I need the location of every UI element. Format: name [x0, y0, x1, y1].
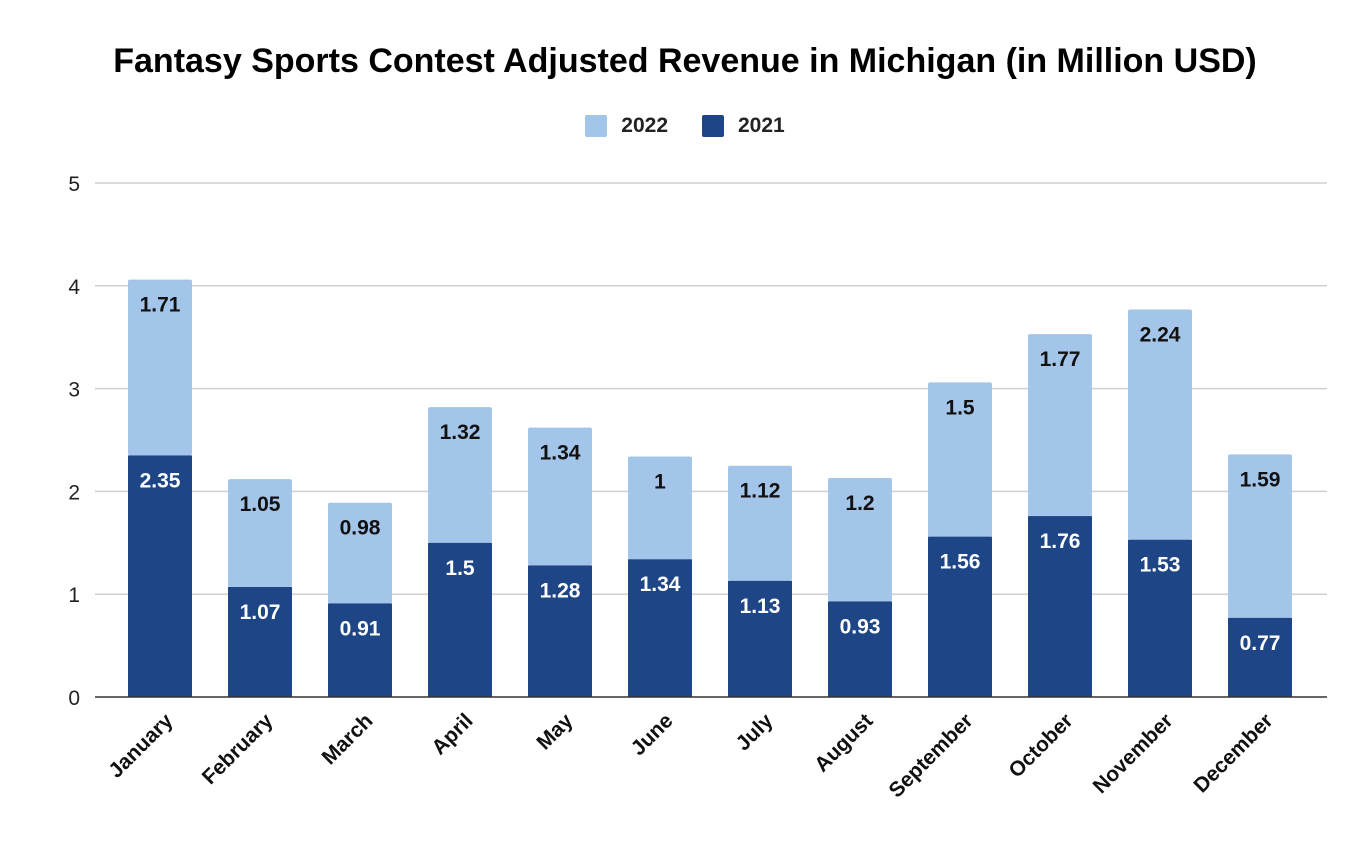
bar-2022-april[interactable]	[428, 407, 492, 543]
bar-2021-february[interactable]	[228, 587, 292, 697]
data-label-2022-february: 1.05	[240, 493, 281, 516]
legend-label-2022: 2022	[621, 114, 668, 137]
bar-2022-september[interactable]	[928, 382, 992, 537]
legend-swatch-2022	[585, 115, 608, 137]
x-tick-label-november: November	[1089, 709, 1178, 798]
bar-2022-october[interactable]	[1028, 334, 1092, 517]
x-tick-label-february: February	[198, 709, 278, 789]
legend-item-2021[interactable]: 2021	[702, 114, 785, 138]
data-label-2022-april: 1.32	[440, 421, 481, 444]
bar-2021-november[interactable]	[1128, 539, 1192, 697]
bar-2022-august[interactable]	[828, 478, 892, 602]
data-label-2022-march: 0.98	[340, 517, 381, 540]
data-label-2022-january: 1.71	[140, 294, 181, 317]
bar-2022-january[interactable]	[128, 279, 192, 456]
y-tick-label-4: 4	[68, 276, 80, 299]
bar-2022-february[interactable]	[228, 479, 292, 588]
bar-2021-april[interactable]	[428, 542, 492, 697]
data-label-2022-june: 1	[654, 470, 666, 493]
data-label-2021-march: 0.91	[340, 617, 381, 640]
bar-2022-june[interactable]	[628, 456, 692, 560]
x-tick-label-april: April	[427, 709, 477, 759]
legend-item-2022[interactable]: 2022	[585, 114, 668, 138]
bar-2021-july[interactable]	[728, 580, 792, 697]
bar-2022-november[interactable]	[1128, 309, 1192, 540]
bar-2022-march[interactable]	[328, 502, 392, 604]
data-label-2022-may: 1.34	[540, 442, 581, 465]
bar-2021-january[interactable]	[128, 455, 192, 697]
data-label-2022-august: 1.2	[845, 492, 874, 515]
x-tick-label-march: March	[318, 709, 378, 769]
data-label-2022-october: 1.77	[1040, 348, 1081, 371]
legend-swatch-2021	[702, 115, 724, 137]
data-label-2021-august: 0.93	[840, 615, 881, 638]
y-tick-label-2: 2	[68, 481, 80, 504]
x-tick-label-july: July	[732, 709, 778, 755]
x-tick-label-may: May	[532, 709, 577, 754]
data-label-2021-may: 1.28	[540, 579, 581, 602]
data-label-2022-september: 1.5	[945, 396, 975, 419]
legend-label-2021: 2021	[738, 114, 785, 137]
chart-title: Fantasy Sports Contest Adjusted Revenue …	[113, 42, 1257, 80]
bar-2021-september[interactable]	[928, 536, 992, 697]
data-label-2021-july: 1.13	[740, 595, 781, 618]
data-label-2021-june: 1.34	[640, 573, 681, 596]
y-tick-label-5: 5	[68, 173, 80, 196]
y-tick-label-3: 3	[68, 379, 80, 402]
y-tick-label-0: 0	[68, 687, 80, 710]
x-tick-label-september: September	[885, 709, 978, 802]
x-tick-label-june: June	[627, 709, 678, 760]
bar-2021-october[interactable]	[1028, 516, 1092, 697]
data-label-2021-february: 1.07	[240, 601, 281, 624]
x-tick-label-august: August	[810, 709, 877, 776]
data-label-2021-september: 1.56	[940, 551, 981, 574]
bar-2022-december[interactable]	[1228, 454, 1292, 618]
bar-2022-july[interactable]	[728, 465, 792, 581]
data-label-2022-december: 1.59	[1240, 468, 1281, 491]
x-tick-label-october: October	[1004, 709, 1077, 782]
bar-2021-march[interactable]	[328, 603, 392, 697]
data-label-2021-december: 0.77	[1240, 632, 1281, 655]
bar-2021-june[interactable]	[628, 559, 692, 697]
data-label-2021-october: 1.76	[1040, 530, 1081, 553]
data-label-2021-april: 1.5	[445, 557, 475, 580]
x-tick-label-january: January	[104, 709, 177, 782]
x-tick-label-december: December	[1189, 709, 1277, 797]
y-tick-label-1: 1	[68, 584, 80, 607]
data-label-2021-january: 2.35	[140, 469, 181, 492]
bar-2021-may[interactable]	[528, 565, 592, 697]
bar-2022-may[interactable]	[528, 427, 592, 566]
bar-2021-august[interactable]	[828, 601, 892, 697]
bar-2021-december[interactable]	[1228, 617, 1292, 697]
data-label-2022-november: 2.24	[1140, 323, 1181, 346]
legend: 2022 2021	[0, 114, 1370, 138]
data-label-2022-july: 1.12	[740, 480, 781, 503]
data-label-2021-november: 1.53	[1140, 554, 1181, 577]
